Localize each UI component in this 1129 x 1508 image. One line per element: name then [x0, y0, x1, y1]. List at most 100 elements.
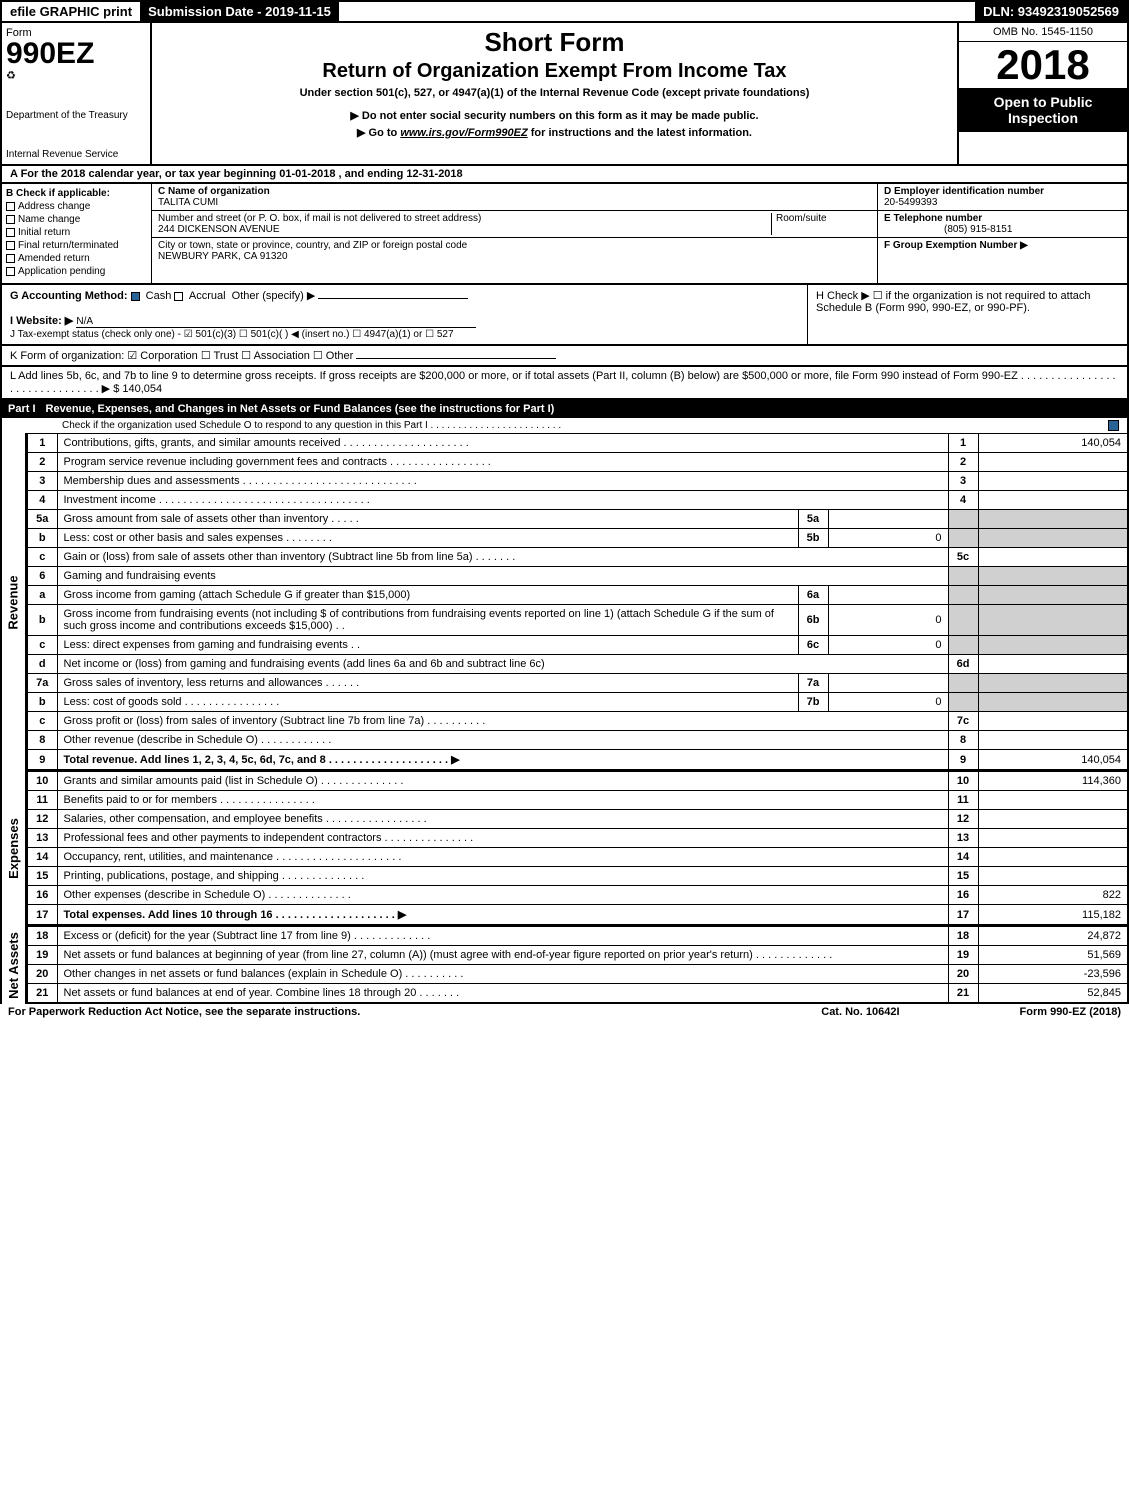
line-num: c	[27, 712, 57, 731]
line-rnum: 5c	[948, 548, 978, 567]
footer-form: Form 990-EZ (2018)	[1020, 1006, 1121, 1018]
line-desc: Professional fees and other payments to …	[57, 829, 948, 848]
line-value	[978, 655, 1128, 674]
table-row: 7aGross sales of inventory, less returns…	[27, 674, 1128, 693]
line-desc: Membership dues and assessments . . . . …	[57, 472, 948, 491]
line-rnum: 16	[948, 886, 978, 905]
chk-application-pending: Application pending	[6, 266, 147, 277]
line-value	[978, 712, 1128, 731]
line-desc: Contributions, gifts, grants, and simila…	[57, 434, 948, 453]
opt-cash: Cash	[146, 290, 172, 302]
checkbox-cash-icon[interactable]	[131, 292, 140, 301]
line-desc: Gain or (loss) from sale of assets other…	[57, 548, 948, 567]
line-value	[978, 810, 1128, 829]
table-row: 21Net assets or fund balances at end of …	[27, 984, 1128, 1004]
grey-cell	[948, 529, 978, 548]
org-name: TALITA CUMI	[158, 197, 218, 208]
line-desc: Investment income . . . . . . . . . . . …	[57, 491, 948, 510]
part1-checkbox-icon[interactable]	[1108, 420, 1119, 431]
grey-cell	[978, 529, 1128, 548]
grey-cell	[978, 693, 1128, 712]
line-num: 4	[27, 491, 57, 510]
table-row: 13Professional fees and other payments t…	[27, 829, 1128, 848]
line-num: 15	[27, 867, 57, 886]
net-assets-section: Net Assets 18Excess or (deficit) for the…	[0, 926, 1129, 1004]
part1-note: Check if the organization used Schedule …	[0, 418, 1129, 433]
header-right: OMB No. 1545-1150 2018 Open to Public In…	[957, 23, 1127, 164]
box-b: B Check if applicable: Address change Na…	[2, 184, 152, 283]
grey-cell	[978, 567, 1128, 586]
line-rnum: 8	[948, 731, 978, 750]
subtitle-ssn: ▶ Do not enter social security numbers o…	[160, 109, 949, 122]
checkbox-icon[interactable]	[6, 254, 15, 263]
form-header: Form 990EZ ♻ Department of the Treasury …	[0, 21, 1129, 166]
irs-link[interactable]: www.irs.gov/Form990EZ	[400, 127, 527, 139]
sub-num: 5a	[798, 510, 828, 529]
sub-num: 7b	[798, 693, 828, 712]
sub-value	[828, 586, 948, 605]
sub-value: 0	[828, 529, 948, 548]
checkbox-accrual-icon[interactable]	[174, 292, 183, 301]
street-cell: Number and street (or P. O. box, if mail…	[152, 211, 877, 238]
line-value	[978, 472, 1128, 491]
checkbox-icon[interactable]	[6, 267, 15, 276]
line-num: 21	[27, 984, 57, 1004]
table-row: 16Other expenses (describe in Schedule O…	[27, 886, 1128, 905]
box-l: L Add lines 5b, 6c, and 7b to line 9 to …	[0, 367, 1129, 400]
footer-cat: Cat. No. 10642I	[821, 1006, 899, 1018]
checkbox-icon[interactable]	[6, 228, 15, 237]
checkbox-icon[interactable]	[6, 202, 15, 211]
line-value: 115,182	[978, 905, 1128, 926]
dept-label: Department of the Treasury	[6, 110, 146, 121]
line-rnum: 20	[948, 965, 978, 984]
table-row: 6Gaming and fundraising events	[27, 567, 1128, 586]
line-desc: Net assets or fund balances at beginning…	[57, 946, 948, 965]
line-desc: Less: cost of goods sold . . . . . . . .…	[57, 693, 798, 712]
opt-address: Address change	[18, 201, 90, 212]
period-begin: 01-01-2018	[279, 168, 335, 180]
website-value: N/A	[76, 316, 476, 328]
line-value	[978, 453, 1128, 472]
line-desc: Less: direct expenses from gaming and fu…	[57, 636, 798, 655]
line-num: 13	[27, 829, 57, 848]
line-value: 140,054	[978, 434, 1128, 453]
line-num: 12	[27, 810, 57, 829]
grey-cell	[978, 636, 1128, 655]
sub-num: 5b	[798, 529, 828, 548]
grey-cell	[948, 636, 978, 655]
goto-pre: ▶ Go to	[357, 127, 400, 139]
line-rnum: 12	[948, 810, 978, 829]
line-rnum: 15	[948, 867, 978, 886]
line-desc: Gross sales of inventory, less returns a…	[57, 674, 798, 693]
line-value	[978, 867, 1128, 886]
table-row: 18Excess or (deficit) for the year (Subt…	[27, 927, 1128, 946]
ein-value: 20-5499393	[884, 197, 937, 208]
expenses-label: Expenses	[6, 818, 21, 879]
line-value: 51,569	[978, 946, 1128, 965]
grey-cell	[948, 605, 978, 636]
line-desc: Gross income from gaming (attach Schedul…	[57, 586, 798, 605]
sub-value: 0	[828, 605, 948, 636]
grey-cell	[948, 567, 978, 586]
line-value	[978, 791, 1128, 810]
other-org-input[interactable]	[356, 358, 556, 359]
chk-initial-return: Initial return	[6, 227, 147, 238]
checkbox-icon[interactable]	[6, 215, 15, 224]
submission-date: Submission Date - 2019-11-15	[140, 2, 339, 21]
phone-label: E Telephone number	[884, 213, 982, 224]
line-num: 16	[27, 886, 57, 905]
line-desc: Other revenue (describe in Schedule O) .…	[57, 731, 948, 750]
other-specify-input[interactable]	[318, 298, 468, 299]
checkbox-icon[interactable]	[6, 241, 15, 250]
subtitle-goto: ▶ Go to www.irs.gov/Form990EZ for instru…	[160, 126, 949, 139]
table-row: 10Grants and similar amounts paid (list …	[27, 772, 1128, 791]
recycle-icon: ♻	[6, 69, 146, 82]
line-rnum: 2	[948, 453, 978, 472]
schedule-b-check: H Check ▶ ☐ if the organization is not r…	[816, 290, 1091, 314]
line-num: 3	[27, 472, 57, 491]
row-gh: G Accounting Method: Cash Accrual Other …	[0, 285, 1129, 346]
part1-label: Part I	[8, 403, 46, 415]
revenue-section: Revenue 1Contributions, gifts, grants, a…	[0, 433, 1129, 771]
line-desc: Program service revenue including govern…	[57, 453, 948, 472]
expenses-side-label: Expenses	[2, 771, 26, 926]
